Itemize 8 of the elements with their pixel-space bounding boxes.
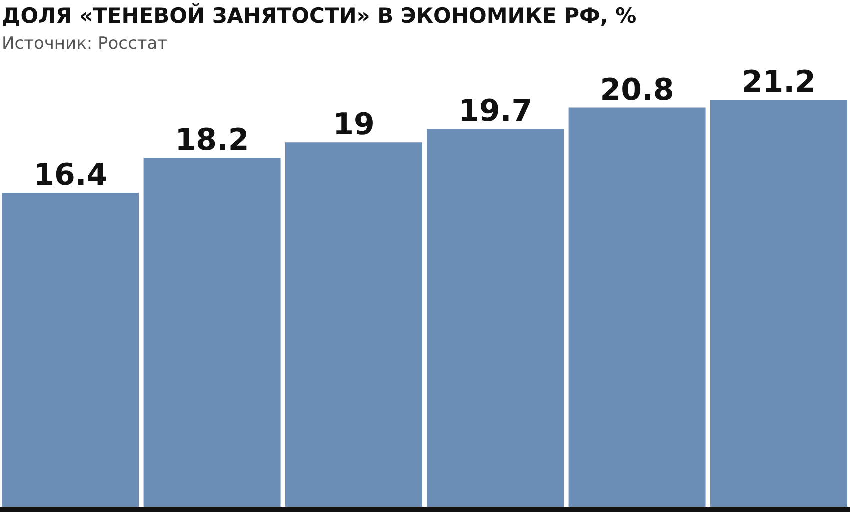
- data-label: 20.8: [600, 72, 674, 108]
- data-label: 18.2: [175, 123, 250, 158]
- chart-title: ДОЛЯ «ТЕНЕВОЙ ЗАНЯТОСТИ» В ЭКОНОМИКЕ РФ, %: [2, 4, 637, 28]
- data-label: 19.7: [458, 94, 533, 130]
- data-label: 21.2: [742, 65, 816, 100]
- data-label: 16.4: [34, 158, 108, 194]
- chart-subtitle: Источник: Росстат: [2, 34, 168, 54]
- data-label: 19: [333, 108, 375, 143]
